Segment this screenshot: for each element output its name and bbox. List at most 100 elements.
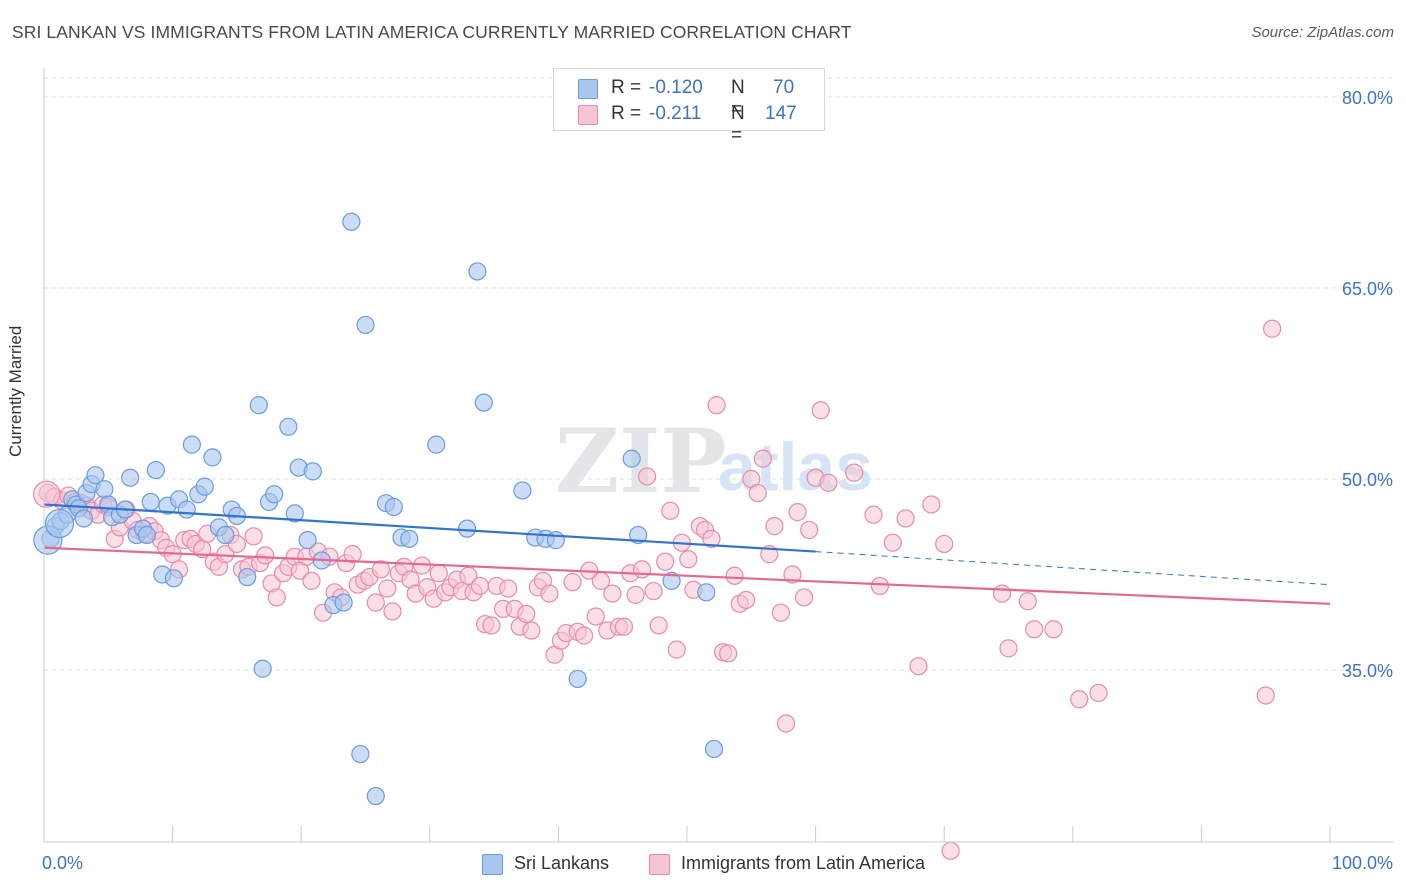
legend-swatch-pink	[649, 854, 670, 875]
data-point-latin-america	[522, 621, 541, 640]
data-point-latin-america	[366, 593, 385, 612]
data-point-sri-lankans	[44, 508, 75, 539]
data-point-sri-lankans	[400, 529, 419, 548]
data-point-latin-america	[935, 534, 954, 554]
watermark-zip: ZIP	[555, 409, 727, 513]
data-point-sri-lankans	[265, 485, 284, 504]
data-point-latin-america	[603, 584, 622, 603]
data-point-sri-lankans	[366, 786, 385, 806]
data-point-latin-america	[922, 495, 941, 514]
data-point-sri-lankans	[121, 468, 140, 487]
data-point-latin-america	[586, 607, 605, 626]
data-point-latin-america	[1044, 620, 1063, 639]
data-point-latin-america	[661, 501, 680, 520]
source-label: Source: ZipAtlas.com	[1251, 24, 1394, 41]
data-point-sri-lankans	[146, 460, 165, 480]
data-point-latin-america	[702, 529, 721, 548]
data-point-latin-america	[216, 545, 235, 564]
legend-label: Sri Lankans	[514, 853, 610, 873]
legend-r-value: -0.211	[649, 103, 702, 124]
data-point-latin-america	[540, 584, 559, 603]
data-point-latin-america	[302, 571, 321, 590]
legend-label: Immigrants from Latin America	[681, 853, 926, 873]
legend-r-value: -0.120	[649, 77, 703, 98]
trend-line-sri-lankans	[43, 503, 816, 553]
data-point-latin-america	[267, 588, 286, 607]
data-point-latin-america	[748, 483, 767, 503]
x-tick-label: 0.0%	[42, 853, 83, 873]
data-point-latin-america	[638, 467, 657, 486]
data-point-latin-america	[1263, 319, 1282, 338]
data-point-latin-america	[632, 560, 652, 579]
data-point-sri-lankans	[629, 525, 648, 545]
correlation-legend: R = -0.120 N = 70 R = -0.211 N = 147	[553, 68, 825, 146]
chart-title: SRI LANKAN VS IMMIGRANTS FROM LATIN AMER…	[12, 22, 852, 42]
data-point-latin-america	[575, 626, 594, 645]
data-point-latin-america	[644, 581, 663, 601]
y-tick-label: 65.0%	[1342, 279, 1393, 299]
data-point-latin-america	[343, 545, 362, 564]
data-point-latin-america	[378, 579, 397, 598]
data-point-latin-america	[788, 503, 807, 522]
data-point-sri-lankans	[568, 669, 587, 689]
data-point-latin-america	[499, 579, 518, 598]
legend-n-value: 70	[773, 77, 795, 98]
data-point-sri-lankans	[474, 393, 493, 412]
trend-line-latin-america	[43, 546, 1331, 605]
data-point-latin-america	[819, 473, 838, 492]
y-axis-label: Currently Married	[6, 325, 25, 457]
data-point-sri-lankans	[334, 593, 353, 612]
data-point-latin-america	[626, 585, 645, 604]
data-point-sri-lankans	[662, 571, 681, 590]
data-point-latin-america	[1018, 592, 1037, 611]
data-point-sri-lankans	[164, 569, 183, 588]
data-point-sri-lankans	[298, 531, 317, 550]
data-point-latin-america	[482, 616, 501, 635]
data-point-latin-america	[1089, 683, 1108, 703]
data-point-latin-america	[794, 588, 814, 607]
data-point-sri-lankans	[141, 492, 160, 512]
data-point-sri-lankans	[137, 525, 156, 545]
legend-r-label: R =	[611, 77, 647, 98]
data-point-latin-america	[1070, 690, 1089, 709]
legend-r-label: R =	[611, 103, 647, 124]
data-point-latin-america	[667, 640, 686, 659]
data-point-latin-america	[883, 533, 902, 552]
data-point-sri-lankans	[546, 531, 565, 550]
data-point-latin-america	[244, 527, 263, 546]
legend-n-label: N =	[731, 103, 745, 146]
y-tick-label: 80.0%	[1342, 88, 1393, 108]
data-point-latin-america	[999, 639, 1018, 658]
legend-n-label: N =	[731, 77, 745, 120]
data-point-sri-lankans	[253, 659, 272, 678]
data-point-latin-america	[563, 573, 582, 592]
data-point-sri-lankans	[356, 315, 375, 335]
data-point-latin-america	[864, 505, 883, 524]
data-point-sri-lankans	[177, 500, 196, 519]
data-point-sri-lankans	[697, 583, 716, 602]
data-point-latin-america	[725, 566, 744, 585]
data-point-latin-america	[765, 517, 784, 536]
data-point-sri-lankans	[351, 744, 370, 764]
legend-swatch-blue	[578, 79, 598, 99]
data-point-latin-america	[909, 657, 928, 676]
legend-swatch-pink	[578, 105, 598, 125]
data-point-latin-america	[737, 590, 756, 610]
data-point-latin-america	[800, 520, 819, 540]
data-point-latin-america	[470, 576, 490, 596]
data-point-latin-america	[614, 617, 634, 636]
data-point-latin-america	[429, 564, 448, 583]
data-point-sri-lankans	[468, 262, 487, 281]
data-point-latin-america	[383, 602, 402, 621]
data-point-sri-lankans	[704, 739, 724, 759]
data-point-latin-america	[941, 841, 960, 860]
data-point-sri-lankans	[513, 481, 532, 500]
data-point-sri-lankans	[238, 567, 257, 587]
data-point-sri-lankans	[249, 396, 268, 415]
x-tick-label: 100.0%	[1332, 853, 1393, 873]
data-point-latin-america	[32, 480, 61, 508]
data-point-latin-america	[371, 560, 391, 579]
data-point-sri-lankans	[216, 525, 235, 545]
data-point-latin-america	[783, 565, 802, 584]
legend-n-value: 147	[765, 103, 797, 124]
